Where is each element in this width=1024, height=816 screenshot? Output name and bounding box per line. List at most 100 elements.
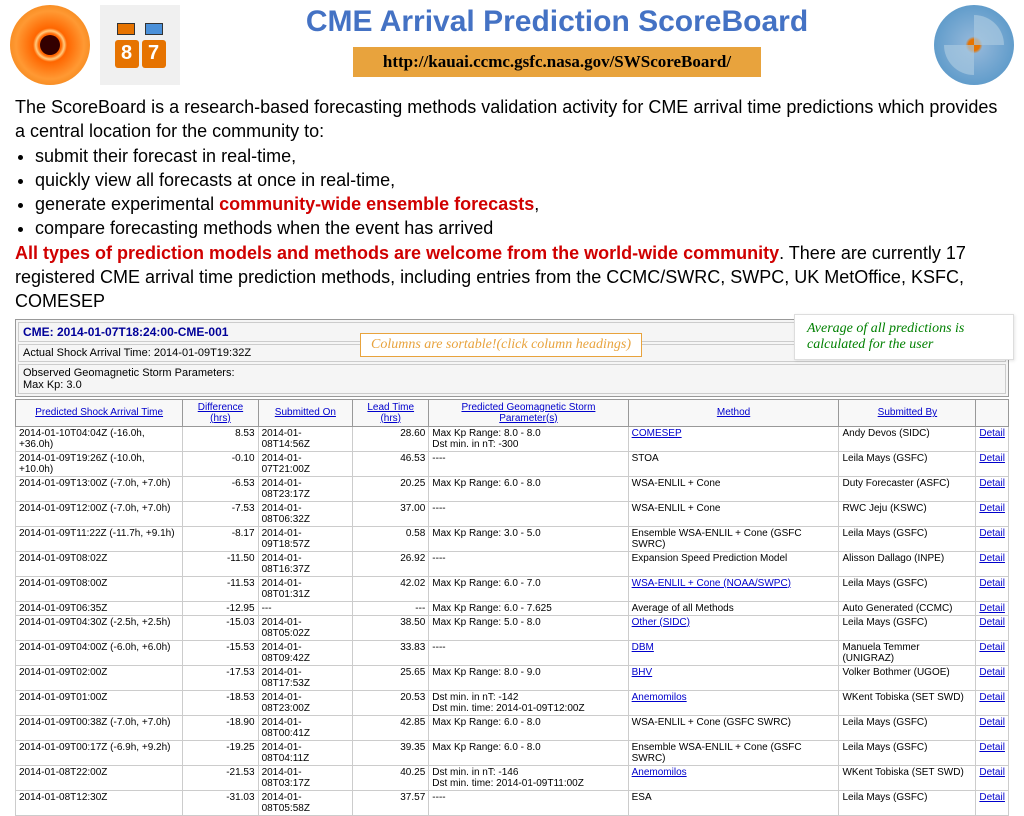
column-header[interactable] (976, 399, 1009, 426)
submitted-by: Alisson Dallago (INPE) (839, 551, 976, 576)
difference: -21.53 (183, 765, 258, 790)
detail-link[interactable]: Detail (979, 692, 1005, 703)
table-row: 2014-01-09T13:00Z (-7.0h, +7.0h)-6.53201… (16, 476, 1009, 501)
column-header[interactable]: Submitted By (839, 399, 976, 426)
submitted-by: Duty Forecaster (ASFC) (839, 476, 976, 501)
url-bar[interactable]: http://kauai.ccmc.gsfc.nasa.gov/SWScoreB… (353, 47, 761, 77)
difference: -31.03 (183, 790, 258, 815)
detail-link[interactable]: Detail (979, 717, 1005, 728)
detail-link[interactable]: Detail (979, 428, 1005, 439)
lead-time: 25.65 (353, 665, 429, 690)
average-callout: Average of all predictions is calculated… (794, 314, 1014, 360)
table-row: 2014-01-09T01:00Z-18.532014-01-08T23:00Z… (16, 690, 1009, 715)
storm-params: Max Kp Range: 8.0 - 8.0Dst min. in nT: -… (429, 426, 628, 451)
detail-link[interactable]: Detail (979, 792, 1005, 803)
storm-params: ---- (429, 790, 628, 815)
method-link[interactable]: Other (SIDC) (632, 617, 690, 628)
method: Ensemble WSA-ENLIL + Cone (GSFC SWRC) (628, 526, 839, 551)
detail-link[interactable]: Detail (979, 767, 1005, 778)
difference: -19.25 (183, 740, 258, 765)
method: COMESEP (628, 426, 839, 451)
submitted-on: 2014-01-08T03:17Z (258, 765, 353, 790)
column-header[interactable]: Submitted On (258, 399, 353, 426)
sortable-callout: Columns are sortable!(click column headi… (360, 333, 642, 357)
storm-params: Max Kp Range: 6.0 - 8.0 (429, 476, 628, 501)
method: Ensemble WSA-ENLIL + Cone (GSFC SWRC) (628, 740, 839, 765)
method: Expansion Speed Prediction Model (628, 551, 839, 576)
method: Anemomilos (628, 765, 839, 790)
method-link[interactable]: Anemomilos (632, 767, 687, 778)
storm-params: Max Kp Range: 3.0 - 5.0 (429, 526, 628, 551)
submitted-on: --- (258, 601, 353, 615)
detail-link[interactable]: Detail (979, 453, 1005, 464)
bullet-item: submit their forecast in real-time, (35, 144, 1009, 168)
target-logo-icon (10, 5, 90, 85)
predicted-time: 2014-01-09T00:38Z (-7.0h, +7.0h) (16, 715, 183, 740)
submitted-by: WKent Tobiska (SET SWD) (839, 765, 976, 790)
column-header[interactable]: Predicted Geomagnetic Storm Parameter(s) (429, 399, 628, 426)
submitted-by: Manuela Temmer (UNIGRAZ) (839, 640, 976, 665)
detail-link[interactable]: Detail (979, 742, 1005, 753)
lead-time: 37.00 (353, 501, 429, 526)
method-link[interactable]: WSA-ENLIL + Cone (NOAA/SWPC) (632, 578, 791, 589)
method: WSA-ENLIL + Cone (GSFC SWRC) (628, 715, 839, 740)
page-title: CME Arrival Prediction ScoreBoard (190, 5, 924, 39)
submitted-on: 2014-01-08T05:58Z (258, 790, 353, 815)
difference: -8.17 (183, 526, 258, 551)
table-row: 2014-01-08T22:00Z-21.532014-01-08T03:17Z… (16, 765, 1009, 790)
predicted-time: 2014-01-09T13:00Z (-7.0h, +7.0h) (16, 476, 183, 501)
difference: -11.50 (183, 551, 258, 576)
table-row: 2014-01-09T04:00Z (-6.0h, +6.0h)-15.5320… (16, 640, 1009, 665)
storm-params: ---- (429, 451, 628, 476)
detail-link[interactable]: Detail (979, 578, 1005, 589)
difference: -15.03 (183, 615, 258, 640)
globe-logo-icon (934, 5, 1014, 85)
column-header[interactable]: Lead Time (hrs) (353, 399, 429, 426)
method-link[interactable]: DBM (632, 642, 654, 653)
table-row: 2014-01-09T19:26Z (-10.0h, +10.0h)-0.102… (16, 451, 1009, 476)
difference: -6.53 (183, 476, 258, 501)
bullet-item: quickly view all forecasts at once in re… (35, 168, 1009, 192)
submitted-by: Leila Mays (GSFC) (839, 526, 976, 551)
predicted-time: 2014-01-09T08:00Z (16, 576, 183, 601)
submitted-on: 2014-01-07T21:00Z (258, 451, 353, 476)
submitted-by: WKent Tobiska (SET SWD) (839, 690, 976, 715)
predicted-time: 2014-01-09T01:00Z (16, 690, 183, 715)
detail-link[interactable]: Detail (979, 528, 1005, 539)
submitted-on: 2014-01-08T23:00Z (258, 690, 353, 715)
predicted-time: 2014-01-09T04:00Z (-6.0h, +6.0h) (16, 640, 183, 665)
method: Anemomilos (628, 690, 839, 715)
method-link[interactable]: COMESEP (632, 428, 682, 439)
submitted-on: 2014-01-08T17:53Z (258, 665, 353, 690)
storm-params: Max Kp Range: 8.0 - 9.0 (429, 665, 628, 690)
detail-link[interactable]: Detail (979, 478, 1005, 489)
column-header[interactable]: Predicted Shock Arrival Time (16, 399, 183, 426)
detail-link[interactable]: Detail (979, 642, 1005, 653)
predictions-table: Predicted Shock Arrival TimeDifference (… (15, 399, 1009, 816)
method: WSA-ENLIL + Cone (628, 501, 839, 526)
storm-params: Max Kp Range: 5.0 - 8.0 (429, 615, 628, 640)
submitted-on: 2014-01-08T23:17Z (258, 476, 353, 501)
detail-link[interactable]: Detail (979, 603, 1005, 614)
detail-link[interactable]: Detail (979, 617, 1005, 628)
detail-link[interactable]: Detail (979, 503, 1005, 514)
lead-time: 42.85 (353, 715, 429, 740)
lead-time: 20.25 (353, 476, 429, 501)
lead-time: 33.83 (353, 640, 429, 665)
lead-time: 40.25 (353, 765, 429, 790)
detail-link[interactable]: Detail (979, 667, 1005, 678)
submitted-by: Leila Mays (GSFC) (839, 790, 976, 815)
method-link[interactable]: Anemomilos (632, 692, 687, 703)
method-link[interactable]: BHV (632, 667, 653, 678)
detail-link[interactable]: Detail (979, 553, 1005, 564)
submitted-on: 2014-01-08T01:31Z (258, 576, 353, 601)
bullet-item: generate experimental community-wide ens… (35, 192, 1009, 216)
storm-params: Dst min. in nT: -142Dst min. time: 2014-… (429, 690, 628, 715)
predicted-time: 2014-01-10T04:04Z (-16.0h, +36.0h) (16, 426, 183, 451)
lead-time: 26.92 (353, 551, 429, 576)
storm-params: Max Kp Range: 6.0 - 7.0 (429, 576, 628, 601)
column-header[interactable]: Method (628, 399, 839, 426)
submitted-on: 2014-01-08T05:02Z (258, 615, 353, 640)
submitted-by: Leila Mays (GSFC) (839, 740, 976, 765)
column-header[interactable]: Difference (hrs) (183, 399, 258, 426)
